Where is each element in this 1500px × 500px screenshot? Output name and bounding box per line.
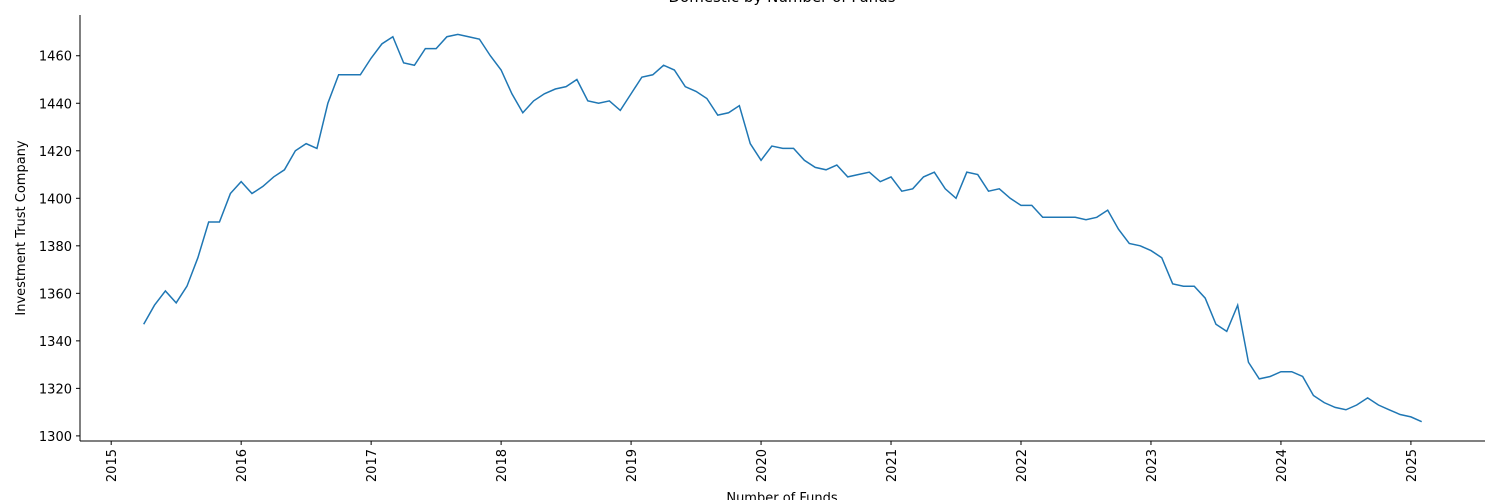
y-tick-label: 1320 [39,382,72,397]
x-tick-label: 2020 [755,449,770,482]
chart-title: Domestic by Number of Funds [668,0,895,6]
data-line [143,33,1423,423]
y-tick-label: 1360 [39,287,72,302]
x-tick-label: 2018 [495,449,510,482]
x-tick-label: 2022 [1015,449,1030,482]
x-tick-label: 2021 [885,449,900,482]
y-tick-label: 1420 [39,145,72,160]
x-tick-label: 2016 [235,449,250,482]
x-tick-label: 2024 [1275,449,1290,482]
x-tick-label: 2023 [1145,449,1160,482]
y-tick-label: 1300 [39,430,72,445]
y-tick-label: 1460 [39,50,72,65]
y-axis-label: Investment Trust Company [14,140,29,316]
x-tick-label: 2019 [625,449,640,482]
x-tick-label: 2015 [105,449,120,482]
x-tick-label: 2025 [1405,449,1420,482]
y-tick-label: 1340 [39,335,72,350]
x-tick-label: 2017 [365,449,380,482]
y-tick-label: 1440 [39,97,72,112]
y-tick-label: 1380 [39,240,72,255]
y-tick-label: 1400 [39,192,72,207]
x-axis-label: Number of Funds [726,491,838,500]
